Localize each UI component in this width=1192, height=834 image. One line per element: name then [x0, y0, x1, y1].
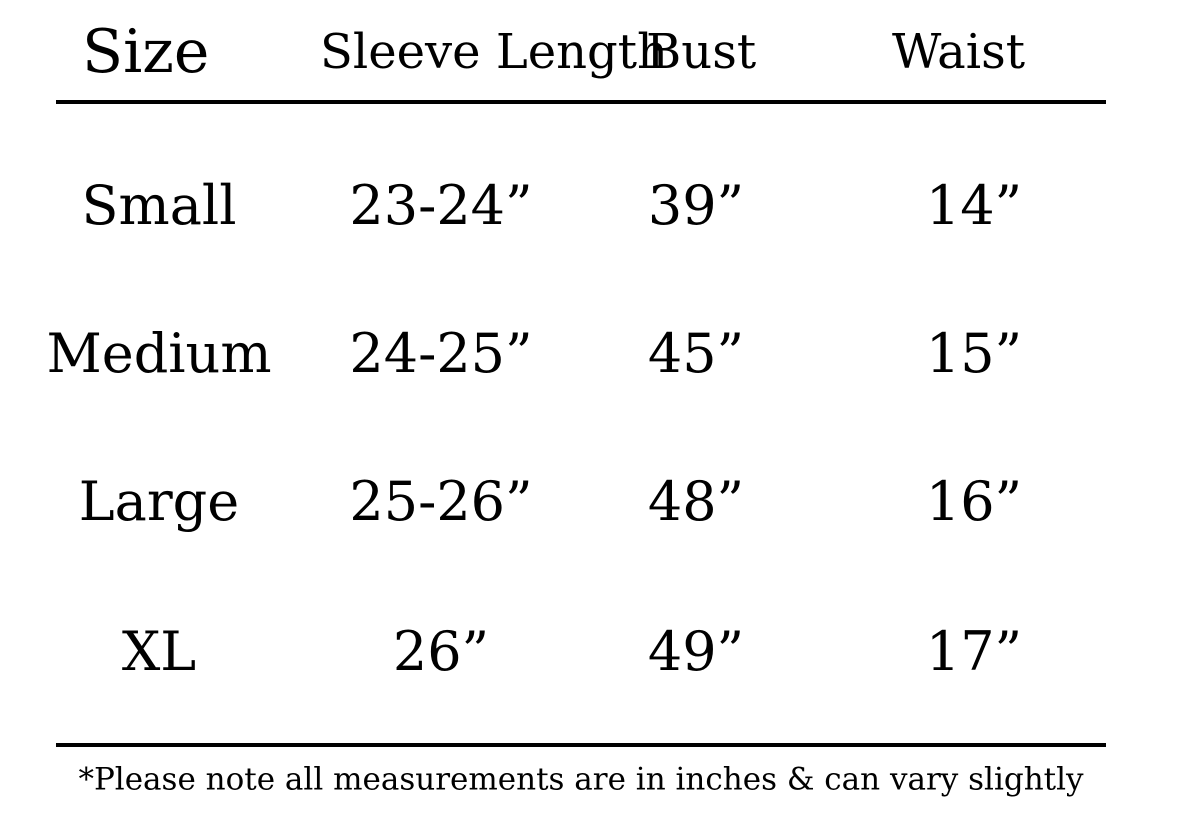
- sleeve-length-cell: 25-26”: [349, 470, 533, 533]
- header-bust: Bust: [646, 24, 757, 80]
- waist-cell: 14”: [925, 174, 1023, 237]
- sleeve-length-cell: 23-24”: [349, 174, 533, 237]
- bust-cell: 39”: [647, 174, 745, 237]
- table-row: Small 23-24” 39” 14”: [0, 166, 1192, 246]
- header-waist: Waist: [892, 24, 1026, 80]
- header-sleeve-length: Sleeve Length: [320, 24, 668, 80]
- waist-cell: 15”: [925, 322, 1023, 385]
- bust-cell: 48”: [647, 470, 745, 533]
- size-cell: Large: [78, 470, 240, 533]
- waist-cell: 17”: [925, 620, 1023, 683]
- size-cell: Medium: [46, 322, 272, 385]
- sleeve-length-cell: 24-25”: [349, 322, 533, 385]
- sleeve-length-cell: 26”: [392, 620, 490, 683]
- waist-cell: 16”: [925, 470, 1023, 533]
- bottom-divider: [56, 743, 1106, 747]
- size-cell: XL: [121, 620, 197, 683]
- bust-cell: 49”: [647, 620, 745, 683]
- header-size: Size: [82, 17, 210, 87]
- measurement-footnote: *Please note all measurements are in inc…: [78, 761, 1084, 798]
- table-row: Medium 24-25” 45” 15”: [0, 314, 1192, 394]
- size-cell: Small: [81, 174, 237, 237]
- bust-cell: 45”: [647, 322, 745, 385]
- table-row: Large 25-26” 48” 16”: [0, 462, 1192, 542]
- top-divider: [56, 100, 1106, 104]
- table-row: XL 26” 49” 17”: [0, 612, 1192, 692]
